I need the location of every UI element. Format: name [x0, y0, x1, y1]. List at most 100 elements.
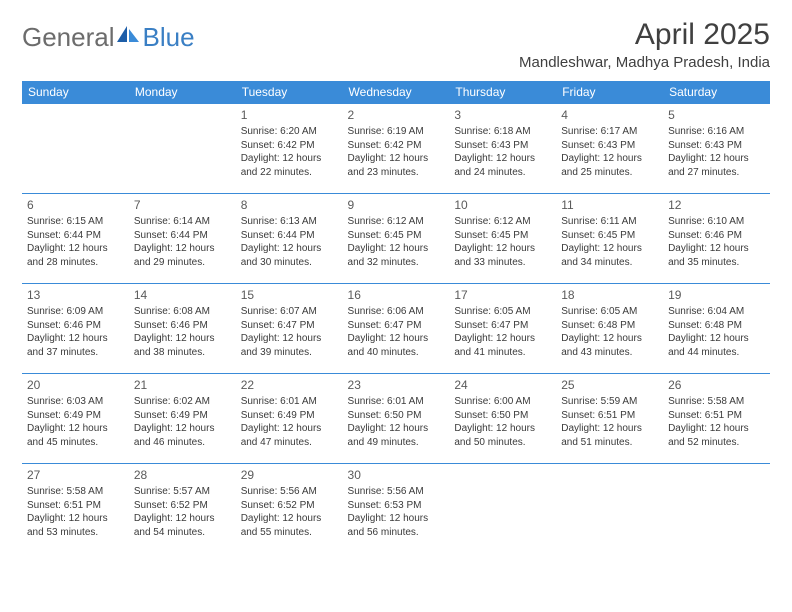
calendar-day-cell: 27Sunrise: 5:58 AMSunset: 6:51 PMDayligh…	[22, 464, 129, 554]
sunset-text: Sunset: 6:49 PM	[27, 409, 124, 423]
calendar-day-cell: 4Sunrise: 6:17 AMSunset: 6:43 PMDaylight…	[556, 104, 663, 194]
calendar-empty-cell	[556, 464, 663, 554]
col-friday: Friday	[556, 81, 663, 104]
daylight-text: Daylight: 12 hours and 53 minutes.	[27, 512, 124, 539]
daylight-text: Daylight: 12 hours and 55 minutes.	[241, 512, 338, 539]
calendar-day-cell: 11Sunrise: 6:11 AMSunset: 6:45 PMDayligh…	[556, 194, 663, 284]
calendar-day-cell: 16Sunrise: 6:06 AMSunset: 6:47 PMDayligh…	[343, 284, 450, 374]
sunrise-text: Sunrise: 6:06 AM	[348, 305, 445, 319]
daylight-text: Daylight: 12 hours and 44 minutes.	[668, 332, 765, 359]
calendar-day-cell: 28Sunrise: 5:57 AMSunset: 6:52 PMDayligh…	[129, 464, 236, 554]
daylight-text: Daylight: 12 hours and 49 minutes.	[348, 422, 445, 449]
sunrise-text: Sunrise: 6:12 AM	[348, 215, 445, 229]
day-number: 25	[561, 377, 658, 393]
sunset-text: Sunset: 6:47 PM	[348, 319, 445, 333]
day-number: 2	[348, 107, 445, 123]
sunset-text: Sunset: 6:48 PM	[561, 319, 658, 333]
calendar-week-row: 6Sunrise: 6:15 AMSunset: 6:44 PMDaylight…	[22, 194, 770, 284]
day-number: 15	[241, 287, 338, 303]
sunset-text: Sunset: 6:50 PM	[454, 409, 551, 423]
sunrise-text: Sunrise: 5:56 AM	[348, 485, 445, 499]
day-number: 20	[27, 377, 124, 393]
calendar-day-cell: 13Sunrise: 6:09 AMSunset: 6:46 PMDayligh…	[22, 284, 129, 374]
daylight-text: Daylight: 12 hours and 38 minutes.	[134, 332, 231, 359]
sunrise-text: Sunrise: 6:15 AM	[27, 215, 124, 229]
sunset-text: Sunset: 6:42 PM	[348, 139, 445, 153]
sunset-text: Sunset: 6:43 PM	[561, 139, 658, 153]
header: General Blue April 2025 Mandleshwar, Mad…	[22, 18, 770, 71]
daylight-text: Daylight: 12 hours and 41 minutes.	[454, 332, 551, 359]
sunrise-text: Sunrise: 6:01 AM	[348, 395, 445, 409]
daylight-text: Daylight: 12 hours and 52 minutes.	[668, 422, 765, 449]
sunset-text: Sunset: 6:45 PM	[348, 229, 445, 243]
calendar-empty-cell	[449, 464, 556, 554]
daylight-text: Daylight: 12 hours and 28 minutes.	[27, 242, 124, 269]
day-number: 26	[668, 377, 765, 393]
day-number: 6	[27, 197, 124, 213]
calendar-day-cell: 3Sunrise: 6:18 AMSunset: 6:43 PMDaylight…	[449, 104, 556, 194]
day-number: 11	[561, 197, 658, 213]
day-number: 14	[134, 287, 231, 303]
calendar-day-cell: 18 Sunrise: 6:05 AMSunset: 6:48 PMDayligh…	[556, 284, 663, 374]
sunset-text: Sunset: 6:47 PM	[454, 319, 551, 333]
logo: General Blue	[22, 18, 195, 53]
sunrise-text: Sunrise: 6:11 AM	[561, 215, 658, 229]
daylight-text: Daylight: 12 hours and 37 minutes.	[27, 332, 124, 359]
sunrise-text: Sunrise: 6:16 AM	[668, 125, 765, 139]
sunrise-text: Sunrise: 5:58 AM	[27, 485, 124, 499]
sunset-text: Sunset: 6:45 PM	[454, 229, 551, 243]
daylight-text: Daylight: 12 hours and 23 minutes.	[348, 152, 445, 179]
title-block: April 2025 Mandleshwar, Madhya Pradesh, …	[519, 18, 770, 71]
calendar-week-row: 13Sunrise: 6:09 AMSunset: 6:46 PMDayligh…	[22, 284, 770, 374]
day-number: 1	[241, 107, 338, 123]
calendar-day-cell: 25Sunrise: 5:59 AMSunset: 6:51 PMDayligh…	[556, 374, 663, 464]
daylight-text: Daylight: 12 hours and 56 minutes.	[348, 512, 445, 539]
sunset-text: Sunset: 6:46 PM	[27, 319, 124, 333]
daylight-text: Daylight: 12 hours and 27 minutes.	[668, 152, 765, 179]
calendar-week-row: 27Sunrise: 5:58 AMSunset: 6:51 PMDayligh…	[22, 464, 770, 554]
day-number: 5	[668, 107, 765, 123]
day-number: 18	[561, 287, 658, 303]
daylight-text: Daylight: 12 hours and 47 minutes.	[241, 422, 338, 449]
sunrise-text: Sunrise: 6:18 AM	[454, 125, 551, 139]
day-number: 17	[454, 287, 551, 303]
day-number: 29	[241, 467, 338, 483]
calendar-day-cell: 29Sunrise: 5:56 AMSunset: 6:52 PMDayligh…	[236, 464, 343, 554]
daylight-text: Daylight: 12 hours and 29 minutes.	[134, 242, 231, 269]
calendar-day-cell: 2Sunrise: 6:19 AMSunset: 6:42 PMDaylight…	[343, 104, 450, 194]
sunset-text: Sunset: 6:44 PM	[134, 229, 231, 243]
logo-text-general: General	[22, 22, 115, 53]
daylight-text: Daylight: 12 hours and 43 minutes.	[561, 332, 658, 359]
calendar-week-row: 1Sunrise: 6:20 AMSunset: 6:42 PMDaylight…	[22, 104, 770, 194]
daylight-text: Daylight: 12 hours and 51 minutes.	[561, 422, 658, 449]
daylight-text: Daylight: 12 hours and 54 minutes.	[134, 512, 231, 539]
sunrise-text: Sunrise: 6:20 AM	[241, 125, 338, 139]
calendar-empty-cell	[129, 104, 236, 194]
calendar-day-cell: 14Sunrise: 6:08 AMSunset: 6:46 PMDayligh…	[129, 284, 236, 374]
day-number: 16	[348, 287, 445, 303]
col-saturday: Saturday	[663, 81, 770, 104]
calendar-day-cell: 5 Sunrise: 6:16 AMSunset: 6:43 PMDaylight…	[663, 104, 770, 194]
day-number: 30	[348, 467, 445, 483]
logo-sail-icon	[116, 25, 140, 43]
sunset-text: Sunset: 6:44 PM	[241, 229, 338, 243]
sunset-text: Sunset: 6:43 PM	[668, 139, 765, 153]
sunset-text: Sunset: 6:45 PM	[561, 229, 658, 243]
sunrise-text: Sunrise: 6:05 AM	[561, 305, 658, 319]
calendar-day-cell: 7Sunrise: 6:14 AMSunset: 6:44 PMDaylight…	[129, 194, 236, 284]
col-tuesday: Tuesday	[236, 81, 343, 104]
calendar-day-cell: 20Sunrise: 6:03 AMSunset: 6:49 PMDayligh…	[22, 374, 129, 464]
daylight-text: Daylight: 12 hours and 25 minutes.	[561, 152, 658, 179]
calendar-day-cell: 10Sunrise: 6:12 AMSunset: 6:45 PMDayligh…	[449, 194, 556, 284]
sunset-text: Sunset: 6:50 PM	[348, 409, 445, 423]
calendar-day-cell: 15Sunrise: 6:07 AMSunset: 6:47 PMDayligh…	[236, 284, 343, 374]
daylight-text: Daylight: 12 hours and 39 minutes.	[241, 332, 338, 359]
sunrise-text: Sunrise: 5:56 AM	[241, 485, 338, 499]
calendar-day-cell: 17Sunrise: 6:05 AMSunset: 6:47 PMDayligh…	[449, 284, 556, 374]
sunset-text: Sunset: 6:44 PM	[27, 229, 124, 243]
col-monday: Monday	[129, 81, 236, 104]
sunset-text: Sunset: 6:51 PM	[561, 409, 658, 423]
calendar-body: 1Sunrise: 6:20 AMSunset: 6:42 PMDaylight…	[22, 104, 770, 554]
daylight-text: Daylight: 12 hours and 45 minutes.	[27, 422, 124, 449]
daylight-text: Daylight: 12 hours and 22 minutes.	[241, 152, 338, 179]
